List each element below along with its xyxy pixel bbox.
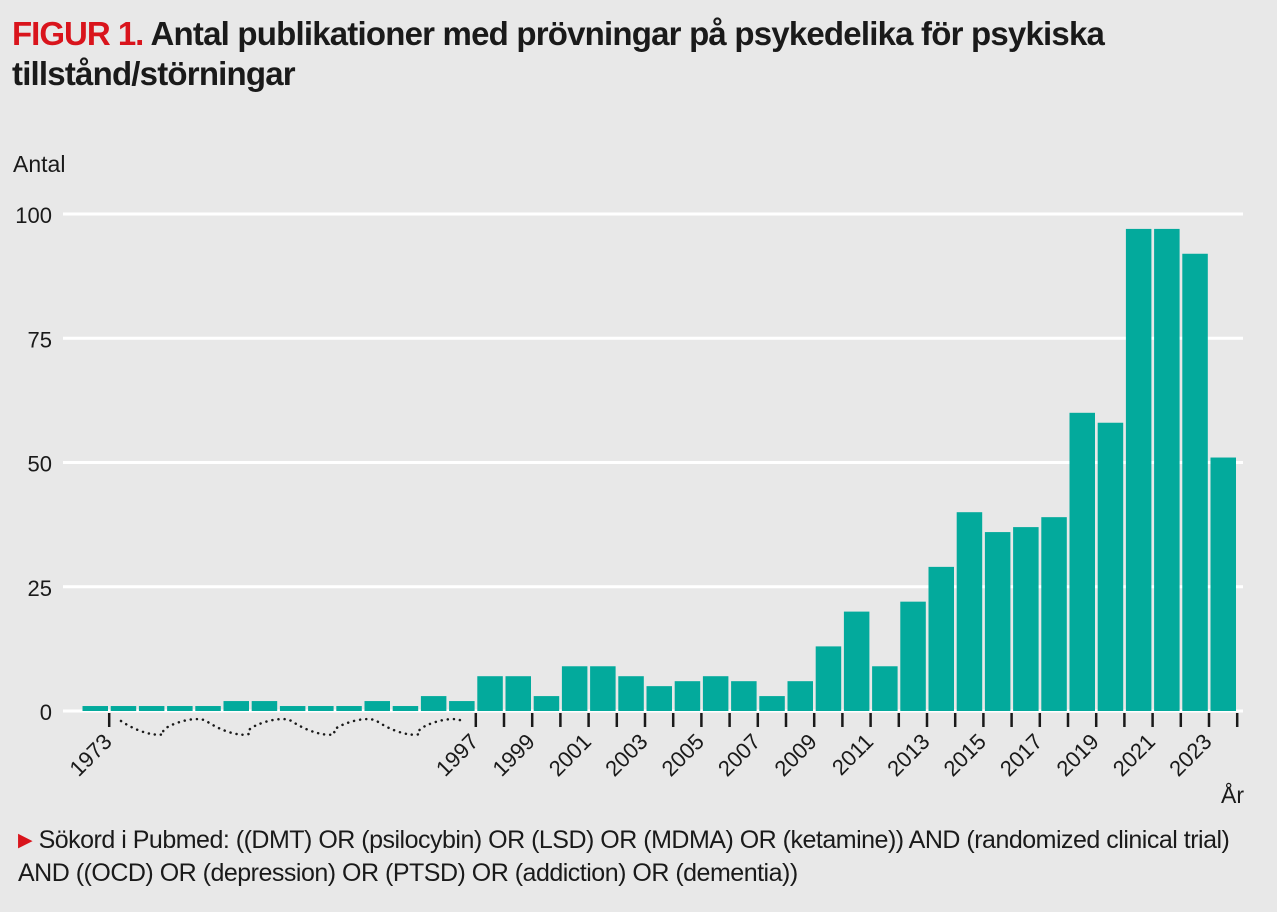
footnote: ▶ Sökord i Pubmed: ((DMT) OR (psilocybin…	[18, 824, 1268, 890]
bar	[82, 706, 108, 711]
bar	[477, 676, 503, 711]
bar	[336, 706, 362, 711]
bar	[279, 706, 306, 711]
bar	[392, 706, 419, 711]
axis-break-wavy-line	[119, 717, 464, 737]
y-tick-label: 25	[28, 576, 52, 601]
bar	[815, 646, 842, 711]
bar	[505, 676, 531, 711]
y-tick-label: 0	[40, 700, 52, 725]
bar	[1182, 253, 1208, 711]
bar	[1013, 527, 1039, 711]
x-tick-label: 2005	[657, 729, 709, 781]
bar	[1041, 517, 1067, 711]
x-tick-label: 2019	[1051, 729, 1103, 781]
bar	[900, 601, 926, 711]
bar	[195, 706, 221, 711]
bar	[1069, 412, 1095, 711]
bar	[1125, 228, 1152, 711]
x-tick-label: 2009	[769, 729, 821, 781]
x-tick-labels: 1973 1997 1999 2001 2003 2005 2007 2009 2011 2013…	[64, 729, 1216, 781]
chart-title: FIGUR 1. Antal publikationer med prövnin…	[12, 14, 1262, 94]
bar	[984, 532, 1011, 711]
bar	[928, 566, 954, 711]
bar	[533, 696, 560, 711]
y-axis-title: Antal	[13, 151, 65, 177]
bar	[731, 681, 757, 711]
bars	[82, 228, 1236, 711]
x-tick-label: 2003	[600, 729, 652, 781]
bar	[110, 706, 137, 711]
bar	[702, 676, 729, 711]
x-tick-label: 1997	[431, 729, 483, 781]
x-axis-title: År	[1221, 781, 1244, 808]
bar	[1097, 422, 1124, 711]
y-tick-label: 75	[28, 327, 52, 352]
bar	[1154, 228, 1180, 711]
bar	[223, 701, 249, 711]
x-tick-label: 1999	[487, 729, 539, 781]
figure-label: FIGUR 1.	[12, 15, 144, 52]
y-tick-label: 50	[28, 452, 52, 477]
bar	[308, 706, 334, 711]
x-tick-label: 2013	[882, 729, 934, 781]
bar	[843, 611, 870, 711]
x-tick-label: 2015	[939, 729, 991, 781]
y-tick-label: 100	[15, 203, 52, 228]
bar	[646, 686, 672, 711]
bar	[167, 706, 193, 711]
bar	[561, 666, 588, 711]
x-tick-label: 2011	[827, 729, 878, 780]
bar	[618, 676, 644, 711]
bar	[674, 681, 701, 711]
bar	[449, 701, 475, 711]
bar	[956, 512, 983, 711]
bar	[138, 706, 165, 711]
y-tick-labels: 0 25 50 75 100	[15, 203, 52, 725]
x-tick-label: 2017	[995, 729, 1047, 781]
x-tick-label: 2023	[1164, 729, 1216, 781]
bar	[251, 701, 278, 711]
bar	[759, 696, 785, 711]
x-ticks	[107, 713, 1239, 727]
bar	[787, 681, 813, 711]
x-tick-label: 2007	[713, 729, 765, 781]
bar	[872, 666, 898, 711]
bar	[590, 666, 616, 711]
bar	[364, 701, 390, 711]
red-triangle-icon: ▶	[18, 830, 33, 851]
title-text: Antal publikationer med prövningar på ps…	[12, 15, 1105, 92]
bar	[1210, 457, 1236, 711]
footnote-text: Sökord i Pubmed: ((DMT) OR (psilocybin) …	[18, 826, 1230, 887]
x-tick-label: 1973	[64, 729, 116, 781]
x-tick-label: 2001	[544, 729, 596, 781]
bar	[420, 696, 447, 711]
x-tick-label: 2021	[1108, 729, 1160, 781]
